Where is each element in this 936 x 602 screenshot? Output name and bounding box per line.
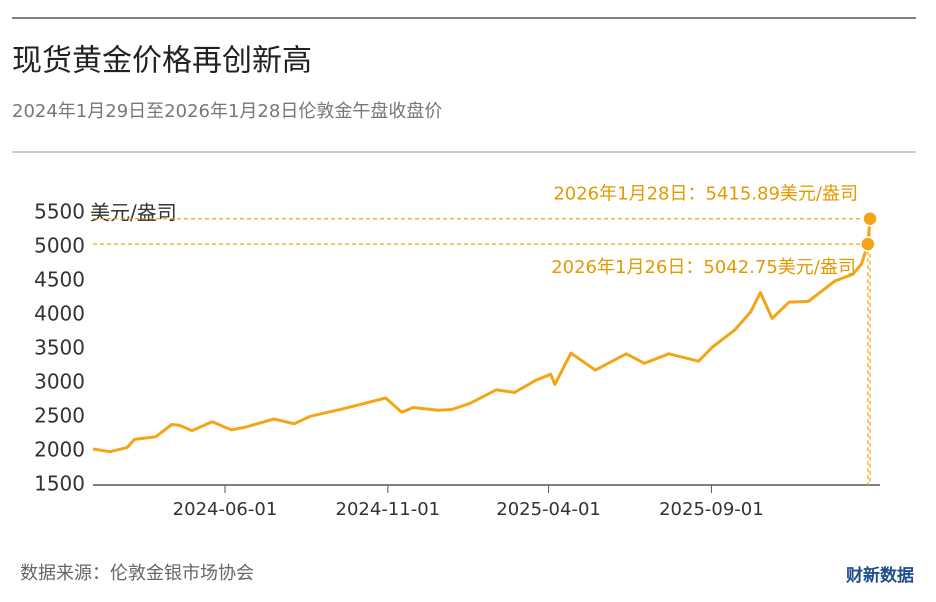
x-tick-label: 2024-11-01 xyxy=(336,499,441,520)
annotation: 2026年1月28日：5415.89美元/盎司 xyxy=(553,184,858,205)
y-tick-label: 5500 xyxy=(34,200,85,224)
x-tick-label: 2025-04-01 xyxy=(496,499,601,520)
y-tick-label: 1500 xyxy=(34,472,85,496)
price-line xyxy=(92,218,872,454)
source: 数据来源：伦敦金银市场协会 xyxy=(20,563,254,584)
chart-subtitle: 2024年1月29日至2026年1月28日伦敦金午盘收盘价 xyxy=(12,101,442,122)
y-tick-label: 2000 xyxy=(34,438,85,462)
logo: 财新数据 xyxy=(845,565,914,586)
y-tick-label: 5000 xyxy=(34,234,85,258)
y-tick-label: 3500 xyxy=(34,336,85,360)
highlight-dot xyxy=(860,236,876,252)
highlight-dot xyxy=(862,210,878,227)
y-tick-label: 4500 xyxy=(34,268,85,292)
y-tick-label: 2500 xyxy=(34,404,85,428)
chart-title: 现货黄金价格再创新高 xyxy=(12,44,312,79)
y-axis-label: 美元/盎司 xyxy=(90,201,177,225)
y-tick-label: 4000 xyxy=(34,302,85,326)
x-tick-label: 2025-09-01 xyxy=(659,499,764,520)
y-tick-label: 3000 xyxy=(34,370,85,394)
annotation: 2026年1月26日：5042.75美元/盎司 xyxy=(551,257,856,278)
x-tick-label: 2024-06-01 xyxy=(173,499,278,520)
